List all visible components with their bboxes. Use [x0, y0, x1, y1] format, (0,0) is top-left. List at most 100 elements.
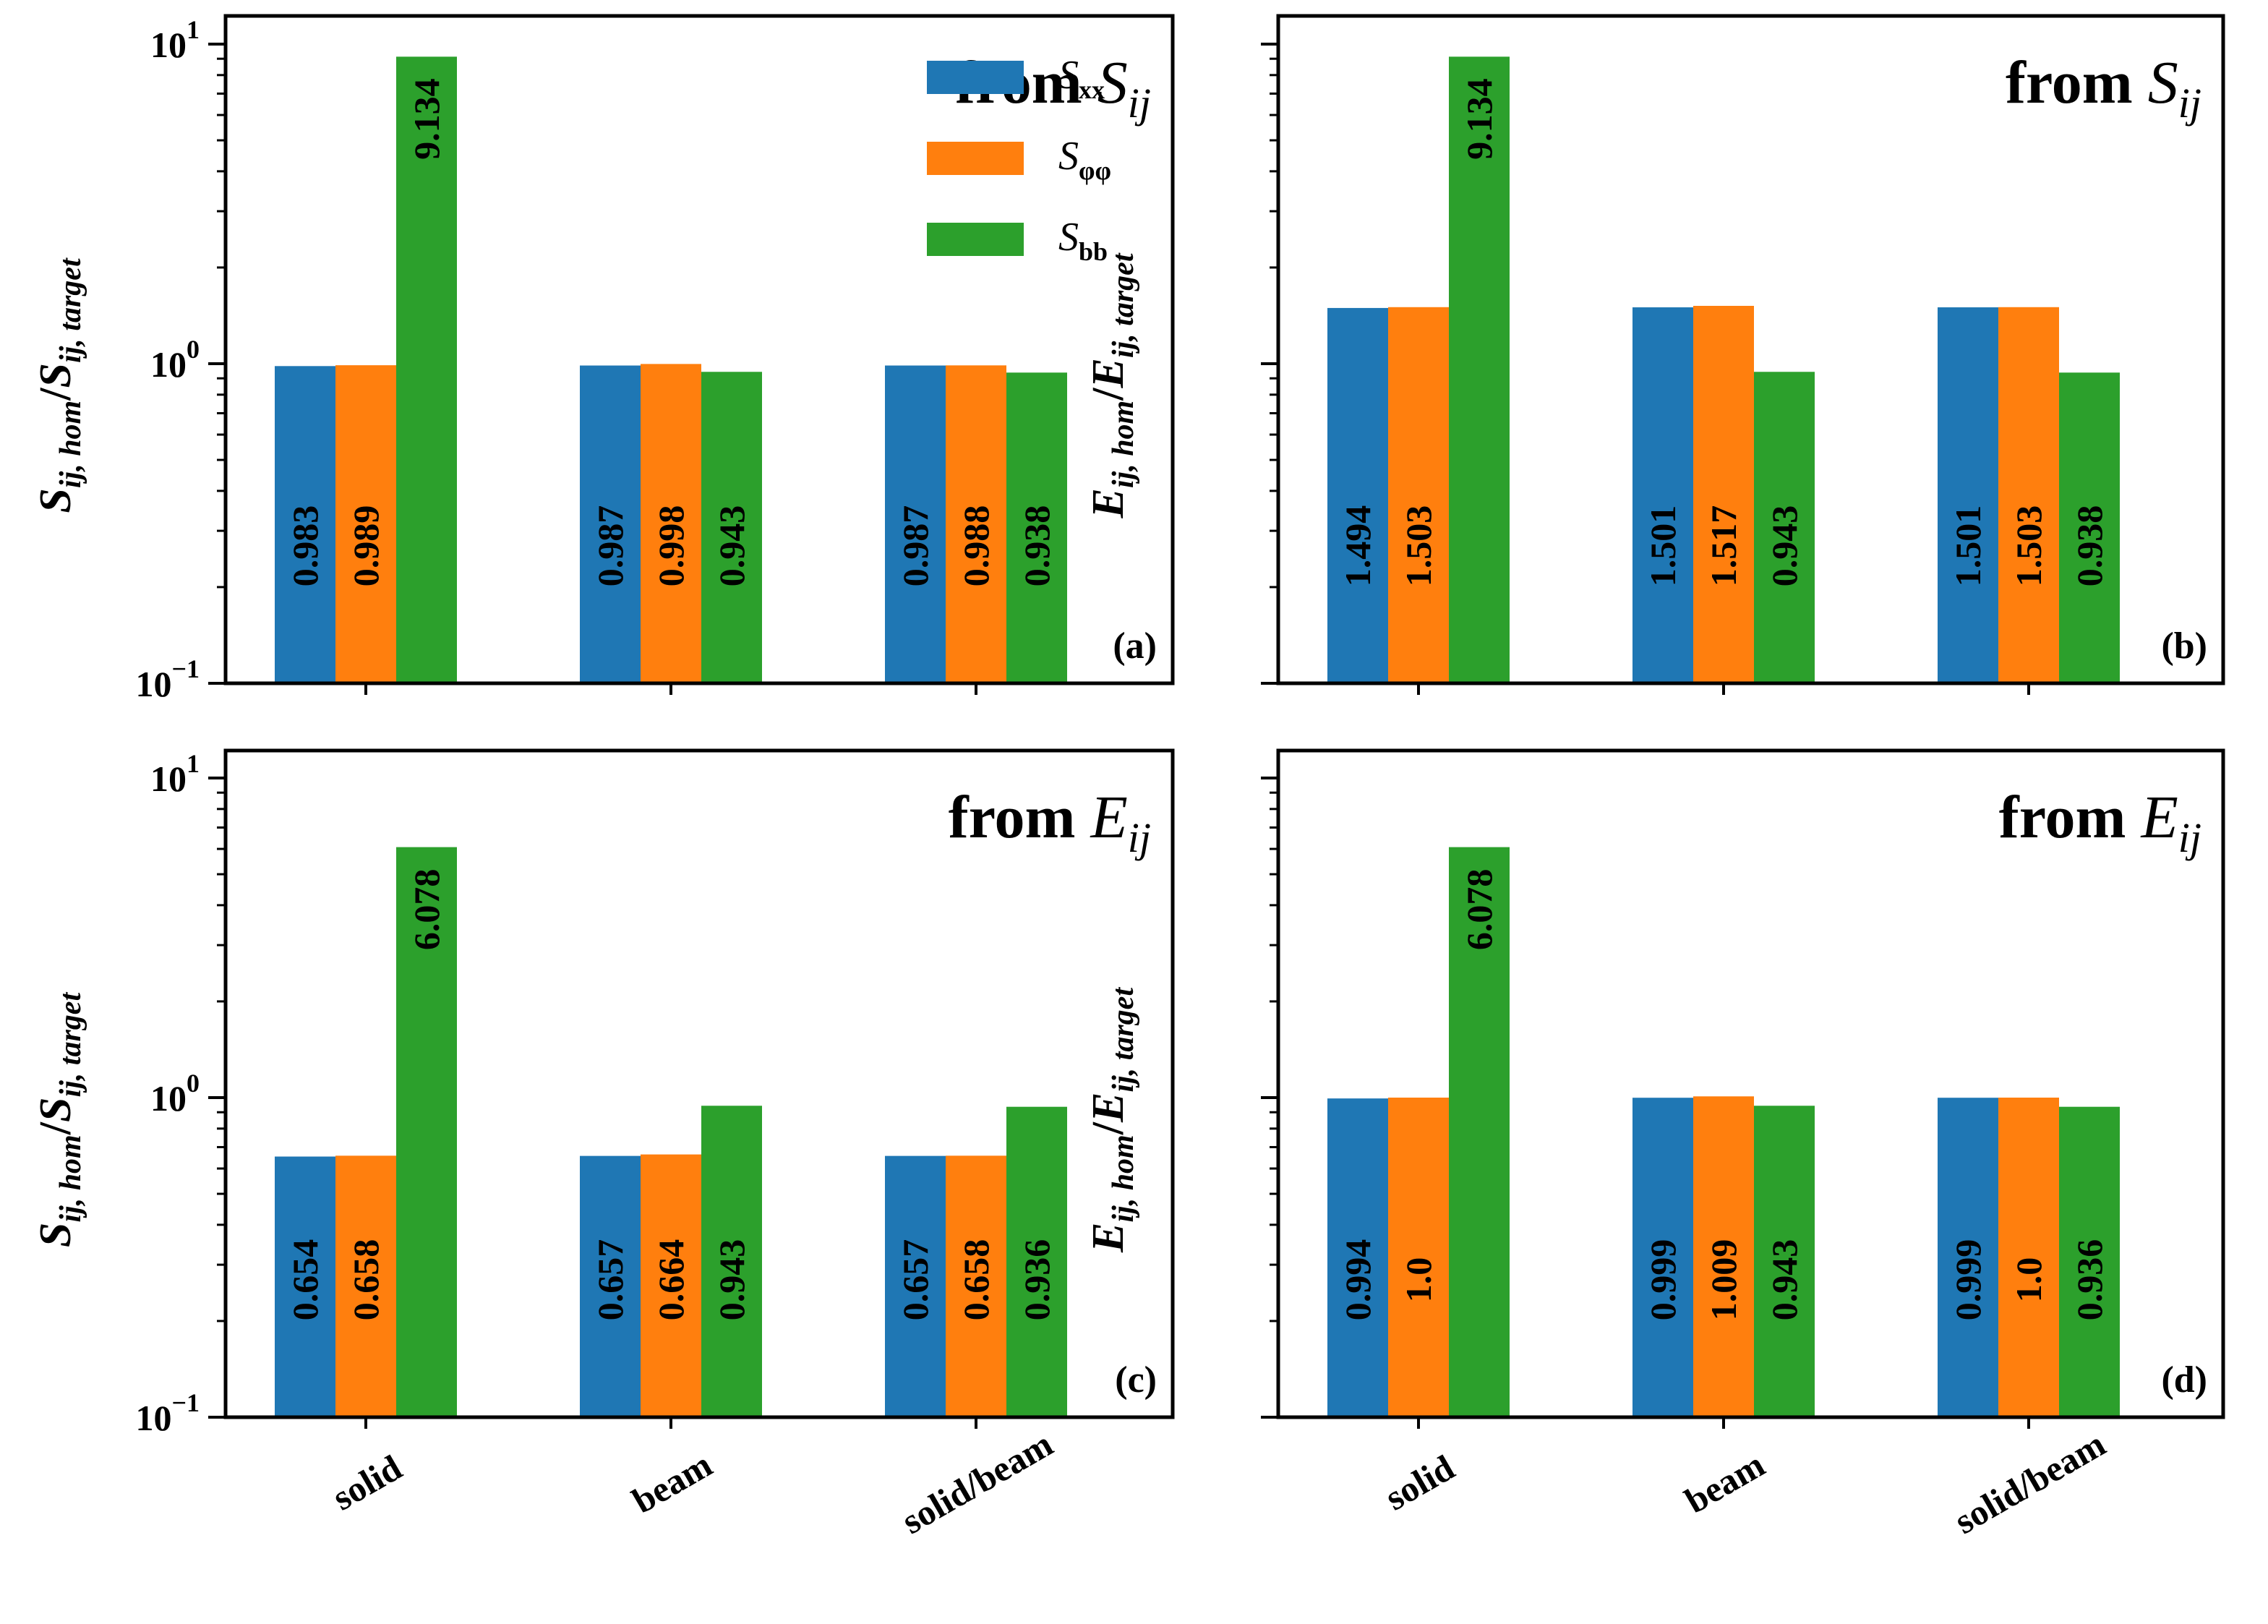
bar-value-label: 0.999 [1948, 1239, 1988, 1321]
bar-c-1-2 [701, 1106, 762, 1417]
x-tick-label: solid/beam [1948, 1423, 2113, 1542]
bar-c-2-0 [885, 1155, 946, 1417]
y-tick-base: 10 [135, 664, 171, 704]
y-tick-exponent: −1 [171, 1388, 200, 1417]
bar-value-label: 1.517 [1703, 505, 1744, 587]
y-tick-label: 10−1 [135, 1388, 200, 1438]
legend-entry: Sbb [1058, 215, 1108, 266]
panel-tag: (c) [1115, 1359, 1157, 1401]
bar-value-label: 0.658 [956, 1239, 996, 1321]
bar-b-2-0 [1938, 307, 1998, 683]
bar-d-2-2 [2059, 1106, 2120, 1417]
y-tick-exponent: 1 [187, 15, 200, 44]
bar-b-0-1 [1388, 307, 1449, 683]
bar-d-1-2 [1754, 1106, 1815, 1417]
y-label-numerator-sub: ij, hom [1107, 401, 1140, 488]
bar-c-0-1 [335, 1155, 396, 1417]
bar-value-label: 1.0 [2008, 1257, 2049, 1303]
bar-value-label: 0.987 [895, 505, 936, 587]
y-tick-label: 10−1 [135, 654, 200, 704]
axes-frame [1276, 14, 2225, 685]
bar-a-2-0 [885, 365, 946, 683]
bar-value-label: 0.943 [711, 505, 752, 587]
bar-a-2-2 [1006, 372, 1067, 683]
bar-d-2-1 [1998, 1098, 2059, 1417]
y-label-slash: / [1084, 388, 1133, 401]
y-tick-base: 10 [150, 758, 187, 799]
bar-b-1-2 [1754, 372, 1815, 683]
y-label-slash: / [31, 1121, 80, 1135]
x-tick-label: beam [625, 1444, 719, 1521]
legend-swatch [927, 61, 1024, 94]
y-label-slash: / [31, 388, 80, 401]
legend-swatch [927, 142, 1024, 175]
y-label-numerator: S [31, 488, 80, 513]
y-tick-exponent: 0 [187, 1069, 200, 1098]
y-tick-label: 100 [150, 1069, 200, 1119]
annotation-subscript: ij [1128, 814, 1151, 861]
bar-d-2-0 [1938, 1098, 1998, 1417]
panel-annotation: from Eij [949, 784, 1151, 861]
bar-value-label: 0.988 [956, 505, 996, 587]
panel-b: 1.494 1.503 9.134 1.501 1.517 0.943 1.501 1.503… [1084, 14, 2225, 695]
legend-subscript: φφ [1079, 156, 1111, 185]
axes-frame [223, 748, 1175, 1419]
bar-d-0-1 [1388, 1098, 1449, 1417]
annotation-subscript: ij [2178, 80, 2201, 127]
bar-value-label: 0.998 [651, 505, 691, 587]
bar-b-1-0 [1632, 307, 1693, 683]
y-label-numerator: S [31, 1223, 80, 1247]
bar-a-0-1 [335, 365, 396, 683]
annotation-symbol: S [2148, 49, 2178, 116]
bar-value-label: 0.989 [346, 505, 386, 587]
y-label-denominator-sub: ij, target [54, 257, 87, 363]
annotation-prefix: from [2006, 49, 2148, 116]
legend-swatch [927, 223, 1024, 256]
y-label-denominator-sub: ij, target [1107, 987, 1140, 1093]
y-axis-label: Eij, hom/Eij, target [1084, 252, 1140, 518]
panel-tag: (d) [2161, 1359, 2207, 1401]
bar-value-label: 1.503 [2008, 505, 2049, 587]
annotation-prefix: from [949, 784, 1091, 851]
bar-d-1-1 [1693, 1096, 1754, 1417]
bar-value-label: 0.943 [1764, 1239, 1805, 1321]
y-label-numerator-sub: ij, hom [54, 401, 87, 488]
legend-subscript: bb [1079, 237, 1108, 266]
bar-value-label: 0.938 [1017, 505, 1057, 587]
bar-value-label: 9.134 [1459, 78, 1499, 160]
y-label-numerator-sub: ij, hom [1107, 1134, 1140, 1222]
y-axis-label: Sij, hom/Sij, target [31, 992, 87, 1248]
panel-tag: (a) [1113, 625, 1157, 667]
legend-symbol: S [1058, 53, 1079, 98]
bar-value-label: 1.009 [1703, 1239, 1744, 1321]
bar-b-0-2 [1449, 56, 1510, 684]
bar-value-label: 0.936 [1017, 1239, 1057, 1321]
legend-symbol: S [1058, 215, 1079, 260]
bar-value-label: 0.943 [711, 1239, 752, 1321]
y-label-denominator-sub: ij, target [54, 992, 87, 1098]
bar-value-label: 1.501 [1643, 505, 1683, 587]
bar-c-2-2 [1006, 1106, 1067, 1417]
bar-value-label: 0.987 [590, 505, 630, 587]
x-tick-label: solid/beam [895, 1423, 1060, 1542]
bar-a-0-0 [275, 366, 335, 683]
bar-c-1-0 [580, 1155, 641, 1417]
bar-a-0-2 [396, 56, 457, 684]
y-label-denominator-sub: ij, target [1107, 252, 1140, 358]
bar-value-label: 0.664 [651, 1239, 691, 1321]
bar-c-2-1 [946, 1155, 1006, 1417]
bar-c-0-2 [396, 847, 457, 1417]
y-label-numerator: E [1084, 488, 1133, 518]
bar-value-label: 1.503 [1398, 505, 1439, 587]
y-tick-base: 10 [150, 25, 187, 65]
bar-d-0-2 [1449, 847, 1510, 1417]
y-label-numerator: E [1084, 1223, 1133, 1253]
panel-d: 0.994 1.0 6.078 solid 0.999 1.009 0.943 beam 0.9… [1084, 748, 2225, 1542]
bar-value-label: 1.0 [1398, 1257, 1439, 1303]
y-axis-label: Sij, hom/Sij, target [31, 257, 87, 513]
y-tick-base: 10 [135, 1398, 171, 1438]
bar-a-1-2 [701, 372, 762, 683]
y-tick-label: 101 [150, 15, 200, 65]
